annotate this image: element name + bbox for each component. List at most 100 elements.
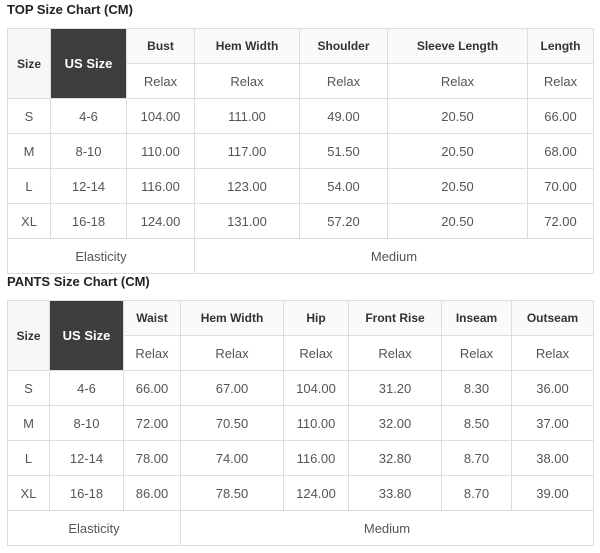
table-cell: 16-18 (49, 475, 124, 511)
table-cell: 116.00 (126, 168, 195, 204)
fit-label: Relax (527, 63, 594, 99)
table-cell: 78.50 (180, 475, 284, 511)
table-cell: 78.00 (123, 440, 181, 476)
column-header: Size (7, 300, 50, 371)
table-cell: 32.80 (348, 440, 442, 476)
top-size-table: Size US Size Bust Hem Width Shoulder Sleeve L… (7, 28, 594, 274)
elasticity-row: Elasticity Medium (7, 510, 594, 546)
table-cell: 51.50 (299, 133, 388, 169)
column-header: Shoulder (299, 28, 388, 64)
table-cell: 74.00 (180, 440, 284, 476)
column-header: Size (7, 28, 51, 99)
table-cell: 20.50 (387, 203, 528, 239)
header-row: Size US Size Bust Hem Width Shoulder Sleeve L… (7, 28, 594, 99)
table-cell: 104.00 (283, 370, 349, 406)
table-row: XL 16-18 86.00 78.50 124.00 33.80 8.70 39.00 (7, 475, 594, 511)
table-cell: 117.00 (194, 133, 300, 169)
table-cell: 36.00 (511, 370, 594, 406)
column-header: Bust (126, 28, 195, 64)
pants-chart-title: PANTS Size Chart (CM) (7, 274, 150, 289)
table-cell: L (7, 168, 51, 204)
top-chart-title: TOP Size Chart (CM) (7, 2, 133, 17)
table-cell: 33.80 (348, 475, 442, 511)
fit-label: Relax (511, 335, 594, 371)
column-header: Hem Width (194, 28, 300, 64)
table-cell: 37.00 (511, 405, 594, 441)
table-cell: M (7, 133, 51, 169)
table-row: S 4-6 104.00 111.00 49.00 20.50 66.00 (7, 98, 594, 134)
subheader-row: Relax Relax Relax Relax Relax Relax (8, 335, 594, 371)
table-cell: 70.50 (180, 405, 284, 441)
table-cell: 12-14 (49, 440, 124, 476)
table-cell: 66.00 (123, 370, 181, 406)
elasticity-value: Medium (180, 510, 594, 546)
table-cell: 68.00 (527, 133, 594, 169)
column-header: Front Rise (348, 300, 442, 336)
table-cell: 72.00 (123, 405, 181, 441)
table-cell: 49.00 (299, 98, 388, 134)
table-cell: 116.00 (283, 440, 349, 476)
table-cell: 67.00 (180, 370, 284, 406)
table-cell: 8.30 (441, 370, 512, 406)
column-header: US Size (49, 300, 124, 371)
pants-size-table: Size US Size Waist Hem Width Hip Front Rise In… (7, 300, 594, 546)
table-cell: 57.20 (299, 203, 388, 239)
column-header: Waist (123, 300, 181, 336)
table-cell: XL (7, 203, 51, 239)
fit-label: Relax (194, 63, 300, 99)
table-cell: S (7, 370, 50, 406)
column-header: Outseam (511, 300, 594, 336)
table-cell: 8.50 (441, 405, 512, 441)
table-cell: 8-10 (50, 133, 127, 169)
table-cell: 72.00 (527, 203, 594, 239)
table-cell: XL (7, 475, 50, 511)
table-row: M 8-10 72.00 70.50 110.00 32.00 8.50 37.00 (7, 405, 594, 441)
table-cell: 8.70 (441, 440, 512, 476)
table-row: S 4-6 66.00 67.00 104.00 31.20 8.30 36.00 (7, 370, 594, 406)
fit-label: Relax (299, 63, 388, 99)
fit-label: Relax (441, 335, 512, 371)
header-row: Size US Size Waist Hem Width Hip Front Rise In… (7, 300, 594, 371)
table-row: L 12-14 116.00 123.00 54.00 20.50 70.00 (7, 168, 594, 204)
column-header: US Size (50, 28, 127, 99)
table-cell: 39.00 (511, 475, 594, 511)
table-cell: 131.00 (194, 203, 300, 239)
fit-label: Relax (123, 335, 181, 371)
table-cell: 124.00 (126, 203, 195, 239)
table-cell: 12-14 (50, 168, 127, 204)
fit-label: Relax (283, 335, 349, 371)
table-cell: S (7, 98, 51, 134)
table-cell: 123.00 (194, 168, 300, 204)
elasticity-row: Elasticity Medium (7, 238, 594, 274)
column-header: Length (527, 28, 594, 64)
column-header: Inseam (441, 300, 512, 336)
table-cell: 4-6 (50, 98, 127, 134)
table-cell: 110.00 (283, 405, 349, 441)
column-header: Hip (283, 300, 349, 336)
table-cell: 8.70 (441, 475, 512, 511)
table-cell: M (7, 405, 50, 441)
elasticity-label: Elasticity (7, 238, 195, 274)
table-cell: 8-10 (49, 405, 124, 441)
table-cell: 111.00 (194, 98, 300, 134)
fit-label: Relax (387, 63, 528, 99)
table-cell: 16-18 (50, 203, 127, 239)
table-cell: 104.00 (126, 98, 195, 134)
table-cell: 110.00 (126, 133, 195, 169)
table-cell: 32.00 (348, 405, 442, 441)
table-row: XL 16-18 124.00 131.00 57.20 20.50 72.00 (7, 203, 594, 239)
table-row: L 12-14 78.00 74.00 116.00 32.80 8.70 38.00 (7, 440, 594, 476)
table-cell: 20.50 (387, 133, 528, 169)
table-cell: 38.00 (511, 440, 594, 476)
table-cell: 86.00 (123, 475, 181, 511)
table-cell: 124.00 (283, 475, 349, 511)
table-row: M 8-10 110.00 117.00 51.50 20.50 68.00 (7, 133, 594, 169)
table-cell: 20.50 (387, 168, 528, 204)
table-cell: 4-6 (49, 370, 124, 406)
elasticity-label: Elasticity (7, 510, 181, 546)
table-cell: 20.50 (387, 98, 528, 134)
fit-label: Relax (348, 335, 442, 371)
fit-label: Relax (126, 63, 195, 99)
table-cell: 54.00 (299, 168, 388, 204)
fit-label: Relax (180, 335, 284, 371)
